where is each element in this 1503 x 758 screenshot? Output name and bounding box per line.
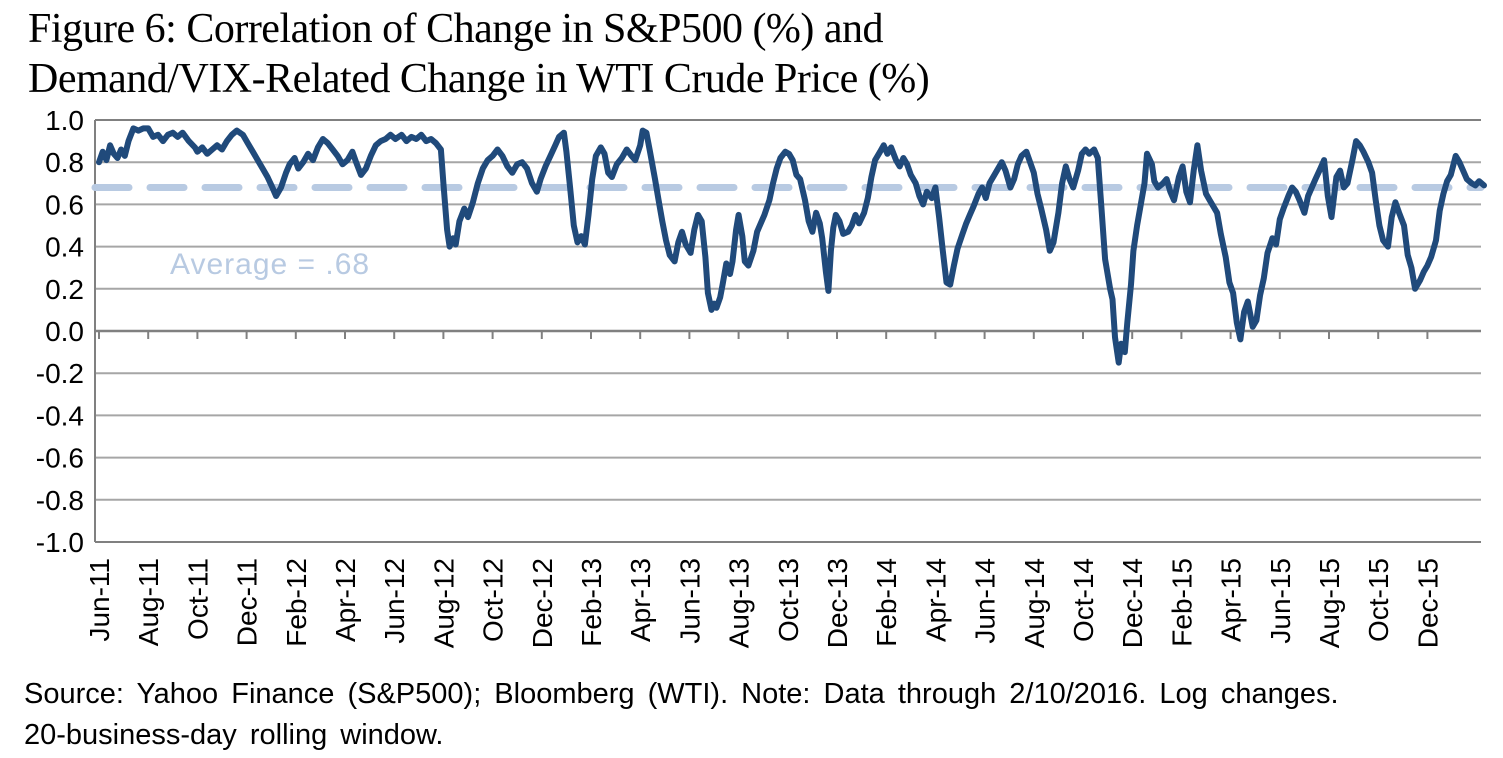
series-line — [96, 125, 1487, 366]
figure-title: Figure 6: Correlation of Change in S&P50… — [28, 4, 930, 104]
x-axis-label: Oct-11 — [182, 558, 213, 640]
y-axis-label: 0.6 — [45, 189, 84, 220]
x-axis-label: Oct-12 — [478, 558, 509, 642]
x-axis-label: Apr-13 — [625, 558, 656, 642]
x-axis-label: Jun-11 — [84, 558, 115, 642]
x-axis-label: Apr-14 — [920, 558, 951, 642]
x-axis-label: Dec-15 — [1412, 558, 1443, 648]
x-axis-label: Apr-15 — [1216, 558, 1247, 642]
x-axis-label: Feb-12 — [281, 558, 312, 647]
x-axis-label: Jun-13 — [674, 558, 705, 644]
x-axis-label: Aug-15 — [1314, 558, 1345, 648]
y-axis-label: -0.4 — [36, 400, 84, 431]
y-axis-label: 0.4 — [45, 232, 84, 263]
x-axis-label: Apr-12 — [330, 558, 361, 642]
x-axis-label: Jun-12 — [379, 558, 410, 644]
y-axis-label: -0.2 — [36, 358, 84, 389]
y-axis-label: 0.8 — [45, 147, 84, 178]
source-note-line-1: Source: Yahoo Finance (S&P500); Bloomber… — [24, 678, 1339, 710]
y-axis-label: -1.0 — [36, 527, 84, 558]
x-axis-label: Jun-14 — [970, 558, 1001, 644]
figure-title-line-2: Demand/VIX-Related Change in WTI Crude P… — [28, 56, 930, 102]
y-axis-label: 0.0 — [45, 316, 84, 347]
x-axis-label: Dec-11 — [232, 558, 263, 646]
x-axis-label: Feb-14 — [871, 558, 902, 647]
average-label: Average = .68 — [170, 248, 370, 281]
x-axis-label: Oct-13 — [773, 558, 804, 642]
x-axis-label: Jun-15 — [1265, 558, 1296, 644]
x-axis-label: Oct-14 — [1068, 558, 1099, 642]
x-axis-label: Feb-13 — [576, 558, 607, 647]
y-axis-label: 0.2 — [45, 274, 84, 305]
y-axis-label: -0.8 — [36, 485, 84, 516]
y-axis-label: -0.6 — [36, 443, 84, 474]
x-axis-label: Aug-13 — [724, 558, 755, 648]
source-note: Source: Yahoo Finance (S&P500); Bloomber… — [24, 674, 1339, 756]
figure-title-line-1: Figure 6: Correlation of Change in S&P50… — [28, 6, 884, 52]
x-axis-label: Aug-14 — [1019, 558, 1050, 648]
x-axis-label: Dec-12 — [527, 558, 558, 648]
x-axis-label: Dec-14 — [1117, 558, 1148, 648]
source-note-line-2: 20-business-day rolling window. — [24, 719, 444, 751]
x-axis-label: Dec-13 — [822, 558, 853, 648]
y-axis-label: 1.0 — [45, 105, 84, 136]
x-axis-label: Aug-12 — [428, 558, 459, 648]
x-axis-label: Aug-11 — [133, 558, 164, 646]
x-axis-label: Feb-15 — [1166, 558, 1197, 647]
x-axis-label: Oct-15 — [1363, 558, 1394, 642]
